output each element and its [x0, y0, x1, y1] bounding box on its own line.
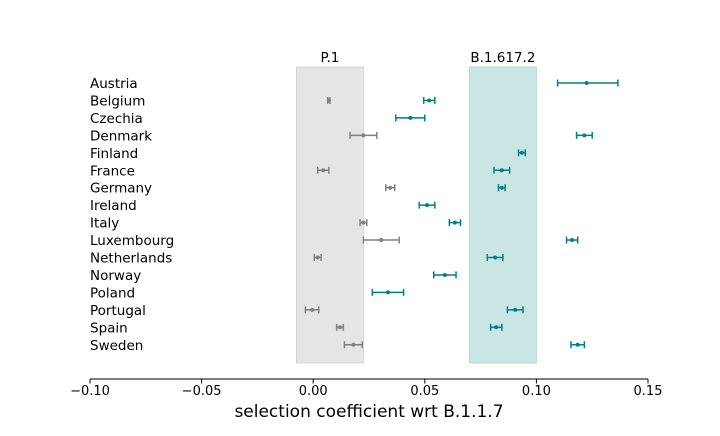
band-label-p-1: P.1	[320, 50, 339, 66]
point-p-1-portugal-marker	[310, 307, 315, 312]
x-tick-label: 0.00	[299, 384, 328, 399]
point-b-1-617-2-czechia-marker	[408, 115, 413, 120]
country-label-finland: Finland	[90, 146, 138, 162]
point-b-1-617-2-belgium-marker	[427, 98, 432, 103]
country-label-luxembourg: Luxembourg	[90, 233, 174, 249]
country-label-germany: Germany	[90, 181, 152, 197]
band-b-1-617-2	[469, 66, 537, 364]
point-p-1-netherlands-marker	[315, 255, 320, 260]
point-p-1-germany-marker	[388, 185, 393, 190]
x-axis-label: selection coefficient wrt B.1.1.7	[234, 402, 503, 422]
country-label-czechia: Czechia	[90, 111, 143, 127]
band-p-1	[296, 66, 364, 364]
band-label-b-1-617-2: B.1.617.2	[470, 50, 535, 66]
series-b-1-617-2	[371, 79, 619, 349]
point-b-1-617-2-finland-marker	[519, 150, 524, 155]
country-label-denmark: Denmark	[90, 128, 152, 144]
point-p-1-spain-marker	[337, 325, 342, 330]
point-p-1-belgium-marker	[326, 98, 331, 103]
country-label-spain: Spain	[90, 320, 128, 336]
column-bands: P.1 B.1.617.2	[296, 50, 537, 364]
point-b-1-617-2-austria-marker	[584, 81, 589, 85]
x-tick-label: −0.10	[70, 384, 110, 399]
x-tick-label: −0.05	[182, 384, 222, 399]
point-p-1-france-marker	[321, 168, 326, 173]
point-b-1-617-2-ireland-marker	[425, 203, 430, 208]
country-label-sweden: Sweden	[90, 338, 143, 354]
country-label-portugal: Portugal	[90, 303, 146, 319]
point-b-1-617-2-poland-marker	[385, 290, 390, 295]
country-label-france: France	[90, 163, 135, 179]
country-label-netherlands: Netherlands	[90, 251, 172, 267]
point-b-1-617-2-germany-marker	[499, 185, 504, 190]
x-tick-label: 0.15	[634, 384, 663, 399]
point-b-1-617-2-norway-marker	[442, 272, 447, 277]
country-label-belgium: Belgium	[90, 93, 145, 109]
country-label-italy: Italy	[90, 216, 119, 232]
point-b-1-617-2-sweden-marker	[575, 342, 580, 347]
country-label-ireland: Ireland	[90, 198, 137, 214]
point-b-1-617-2-luxembourg-marker	[570, 238, 575, 243]
point-p-1-italy-marker	[361, 220, 366, 225]
point-b-1-617-2-denmark-marker	[582, 133, 587, 138]
point-p-1-luxembourg-marker	[379, 238, 384, 243]
series-points	[304, 79, 619, 349]
point-b-1-617-2-portugal-marker	[513, 307, 518, 312]
x-tick-label: 0.10	[522, 384, 551, 399]
country-label-norway: Norway	[90, 268, 141, 284]
x-tick-label: 0.05	[410, 384, 439, 399]
series-p-1	[304, 96, 400, 349]
point-p-1-sweden-marker	[351, 342, 356, 347]
point-p-1-denmark-marker	[361, 133, 366, 138]
country-label-poland: Poland	[90, 285, 135, 301]
point-b-1-617-2-netherlands-marker	[493, 255, 498, 260]
country-label-austria: Austria	[90, 76, 138, 92]
point-b-1-617-2-spain-marker	[494, 325, 499, 330]
point-b-1-617-2-france-marker	[499, 168, 504, 173]
point-b-1-617-2-italy-marker	[452, 220, 457, 225]
x-axis: −0.10 −0.05 0.00 0.05 0.10 0.15	[70, 378, 663, 399]
